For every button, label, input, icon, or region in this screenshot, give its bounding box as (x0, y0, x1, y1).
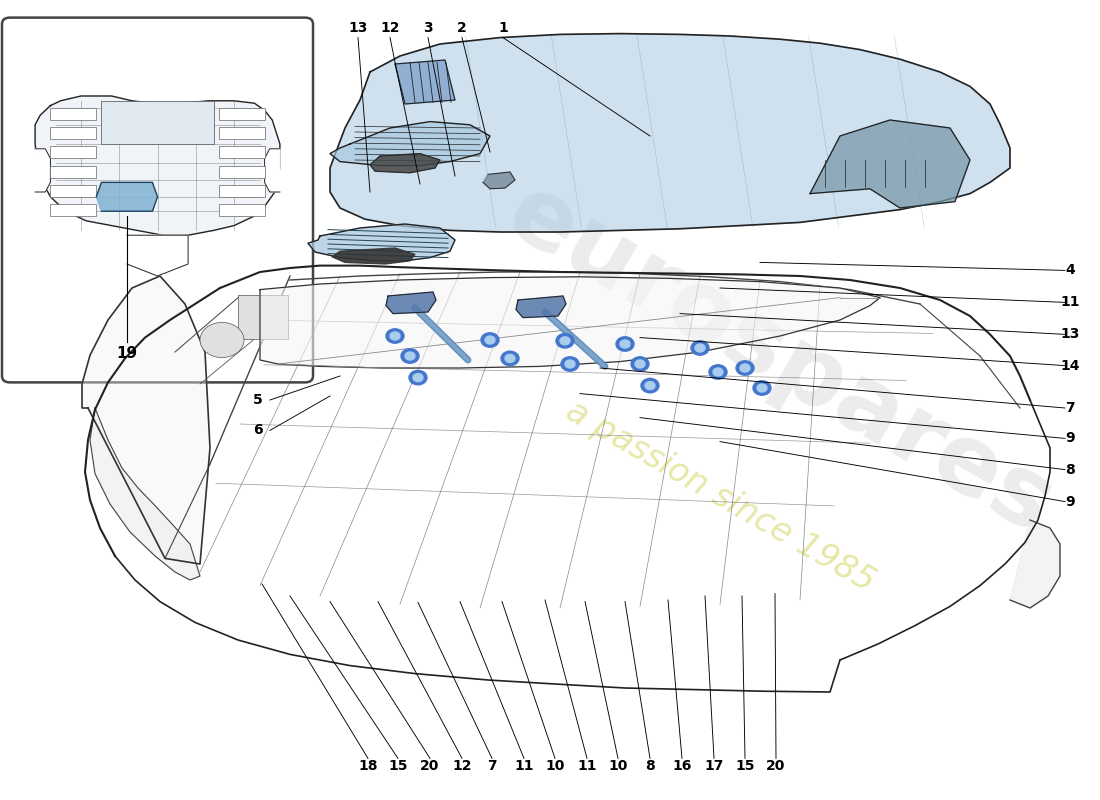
Polygon shape (90, 408, 200, 580)
Text: 12: 12 (381, 21, 399, 35)
Circle shape (390, 332, 400, 340)
Text: 8: 8 (1065, 462, 1075, 477)
Text: 20: 20 (420, 759, 440, 774)
Circle shape (505, 354, 515, 362)
Bar (51, 185, 97, 197)
Polygon shape (386, 292, 436, 314)
Text: 10: 10 (546, 759, 564, 774)
Polygon shape (82, 276, 210, 564)
Text: 5: 5 (253, 393, 263, 407)
Text: 13: 13 (1060, 327, 1080, 342)
Text: 7: 7 (1065, 401, 1075, 415)
Polygon shape (370, 154, 440, 173)
Circle shape (560, 337, 570, 345)
Polygon shape (395, 60, 455, 104)
Circle shape (409, 370, 427, 385)
Bar (238, 295, 288, 339)
Circle shape (641, 378, 659, 393)
Circle shape (561, 357, 579, 371)
Bar (219, 127, 265, 139)
Text: 13: 13 (349, 21, 367, 35)
Circle shape (402, 349, 419, 363)
Text: eurospares: eurospares (491, 166, 1069, 554)
Circle shape (710, 365, 727, 379)
Circle shape (713, 368, 723, 376)
Text: 1: 1 (498, 21, 508, 35)
Circle shape (412, 374, 424, 382)
Polygon shape (330, 34, 1010, 232)
Polygon shape (260, 277, 880, 368)
Text: 9: 9 (1065, 431, 1075, 446)
Text: 3: 3 (424, 21, 432, 35)
Polygon shape (516, 296, 566, 318)
Text: 11: 11 (578, 759, 596, 774)
Bar (51, 166, 97, 178)
Bar (219, 108, 265, 120)
Text: 6: 6 (253, 423, 263, 438)
Text: 15: 15 (735, 759, 755, 774)
Circle shape (757, 384, 767, 392)
Text: 4: 4 (1065, 263, 1075, 278)
Bar (51, 108, 97, 120)
Text: 2: 2 (458, 21, 466, 35)
Text: 18: 18 (359, 759, 377, 774)
Circle shape (754, 381, 771, 395)
Circle shape (691, 341, 710, 355)
Text: 14: 14 (1060, 358, 1080, 373)
Circle shape (631, 357, 649, 371)
Polygon shape (330, 122, 490, 166)
Text: 20: 20 (767, 759, 785, 774)
Polygon shape (810, 120, 970, 208)
FancyBboxPatch shape (2, 18, 313, 382)
Polygon shape (332, 248, 415, 264)
Circle shape (620, 340, 630, 348)
Text: 16: 16 (672, 759, 692, 774)
Circle shape (695, 344, 705, 352)
Text: 10: 10 (608, 759, 628, 774)
Text: 19: 19 (117, 346, 138, 361)
Text: 11: 11 (1060, 295, 1080, 310)
Text: 8: 8 (645, 759, 654, 774)
Circle shape (740, 364, 750, 372)
Bar (219, 146, 265, 158)
Polygon shape (483, 172, 515, 189)
Text: 7: 7 (487, 759, 497, 774)
Circle shape (565, 360, 575, 368)
Text: 12: 12 (452, 759, 472, 774)
Circle shape (481, 333, 499, 347)
Text: 17: 17 (704, 759, 724, 774)
Polygon shape (265, 149, 279, 192)
Bar (101, 101, 213, 144)
Text: 9: 9 (1065, 494, 1075, 509)
Bar (219, 185, 265, 197)
Polygon shape (308, 224, 455, 261)
Polygon shape (126, 235, 188, 276)
Circle shape (500, 351, 519, 366)
Circle shape (485, 336, 495, 344)
Text: 15: 15 (388, 759, 408, 774)
Bar (51, 146, 97, 158)
Circle shape (645, 382, 654, 390)
Bar (51, 127, 97, 139)
Bar (219, 204, 265, 216)
Circle shape (556, 334, 574, 348)
Polygon shape (1010, 520, 1060, 608)
Polygon shape (35, 96, 279, 235)
Bar (51, 204, 97, 216)
Text: a passion since 1985: a passion since 1985 (560, 394, 880, 598)
Circle shape (405, 352, 415, 360)
Circle shape (635, 360, 645, 368)
Text: 11: 11 (515, 759, 534, 774)
Polygon shape (97, 182, 157, 211)
Circle shape (616, 337, 634, 351)
Circle shape (736, 361, 754, 375)
Polygon shape (35, 149, 51, 192)
Circle shape (386, 329, 404, 343)
Bar (219, 166, 265, 178)
Circle shape (200, 322, 244, 358)
